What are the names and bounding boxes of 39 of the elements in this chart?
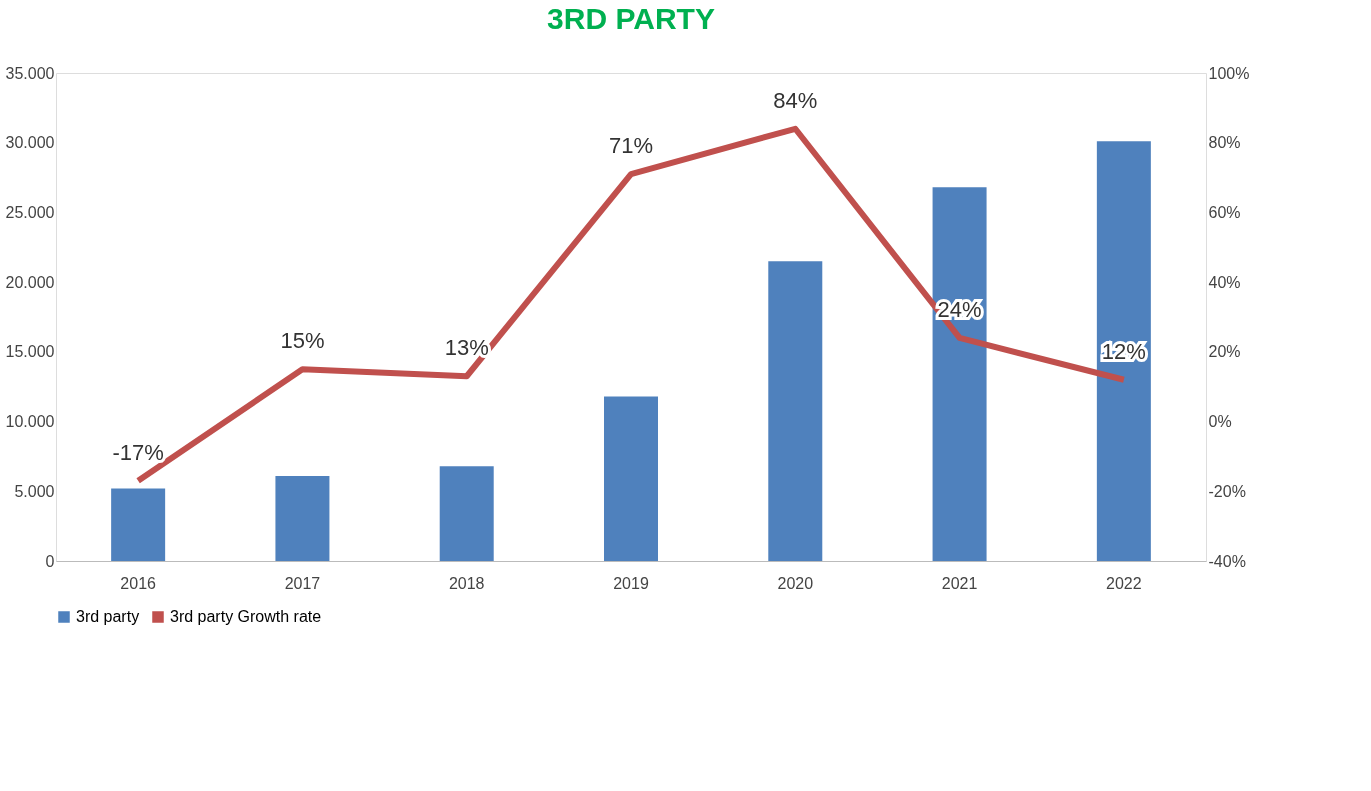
data-label: -17% — [112, 439, 164, 465]
y2-tick-label: 20% — [1208, 343, 1241, 361]
x-tick-label: 2017 — [284, 574, 321, 592]
legend-label: 3rd party Growth rate — [170, 608, 322, 625]
data-label: 84% — [773, 87, 818, 113]
x-tick-label: 2020 — [777, 574, 814, 592]
bar — [932, 187, 987, 561]
y-tick-label: 5.000 — [14, 482, 55, 500]
y2-tick-label: 40% — [1208, 273, 1241, 291]
bar — [439, 466, 494, 561]
bar — [275, 475, 330, 561]
x-tick-label: 2019 — [613, 574, 649, 592]
y-tick-label: 0 — [45, 552, 55, 570]
x-tick-label: 2018 — [448, 574, 485, 592]
y2-tick-label: 80% — [1208, 134, 1241, 152]
y2-tick-label: 60% — [1208, 203, 1241, 221]
x-tick-label: 2016 — [120, 574, 157, 592]
y-tick-label: 20.000 — [5, 273, 55, 291]
y-tick-label: 35.000 — [5, 64, 55, 82]
data-label: 71% — [608, 133, 654, 159]
data-label: 12% — [1101, 338, 1146, 364]
bar — [768, 261, 823, 561]
legend-label: 3rd party — [76, 608, 140, 625]
bar — [1096, 141, 1151, 561]
bar — [604, 396, 658, 561]
x-tick-label: 2022 — [1106, 574, 1142, 592]
y2-tick-label: 100% — [1208, 64, 1250, 82]
y-tick-label: 30.000 — [5, 134, 55, 152]
y2-tick-label: 0% — [1208, 413, 1232, 431]
chart-title: 3RD PARTY — [547, 2, 715, 35]
data-label: 13% — [444, 335, 489, 361]
y-tick-label: 10.000 — [5, 413, 55, 431]
y2-tick-label: -20% — [1208, 482, 1246, 500]
y2-tick-label: -40% — [1208, 552, 1246, 570]
data-label: 15% — [280, 328, 325, 354]
x-tick-label: 2021 — [941, 574, 978, 592]
y-tick-label: 15.000 — [5, 343, 55, 361]
y-tick-label: 25.000 — [5, 203, 55, 221]
bar — [111, 488, 166, 561]
